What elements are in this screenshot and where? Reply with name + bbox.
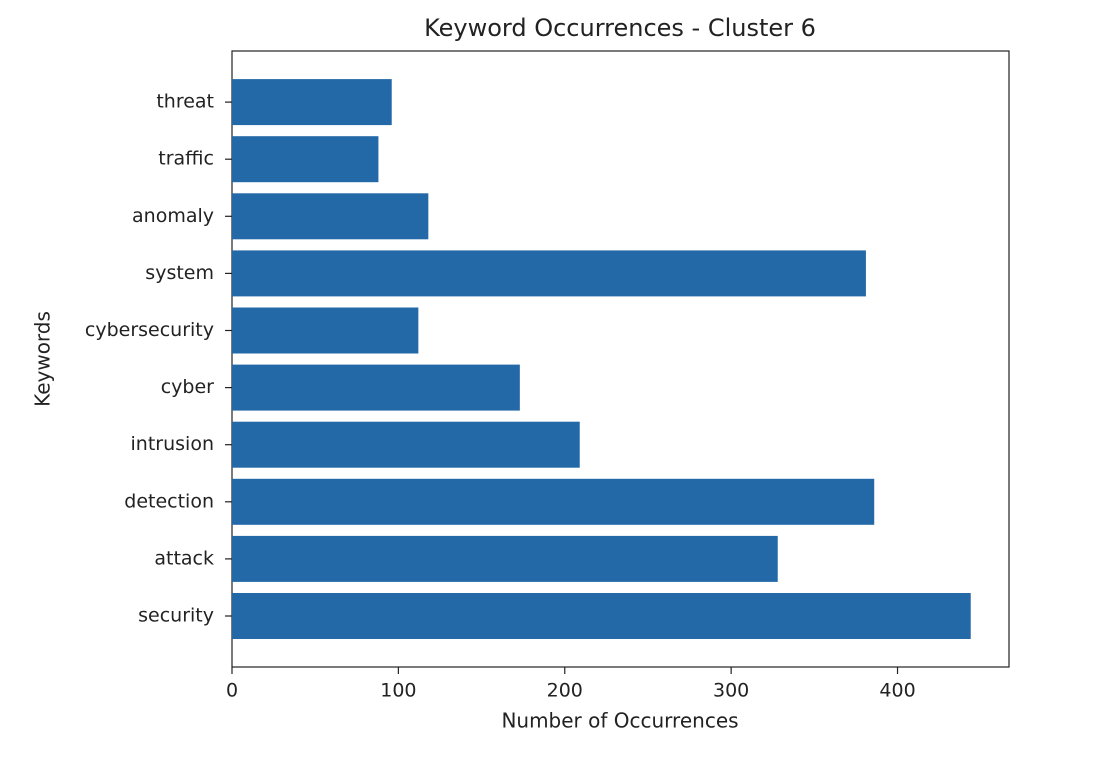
y-tick-label: anomaly: [132, 205, 214, 227]
y-tick-label: cybersecurity: [85, 319, 214, 341]
y-tick-label: security: [138, 605, 214, 627]
bar: [232, 193, 429, 240]
y-tick-label: detection: [124, 490, 214, 512]
y-tick-label: attack: [154, 547, 214, 569]
bar: [232, 535, 778, 582]
y-tick-label: threat: [156, 91, 214, 113]
bar: [232, 79, 392, 126]
y-axis-label: Keywords: [31, 311, 55, 407]
chart-title: Keyword Occurrences - Cluster 6: [424, 14, 816, 42]
bar: [232, 136, 379, 183]
bar: [232, 250, 866, 297]
y-tick-label: system: [145, 262, 214, 284]
bar: [232, 478, 875, 525]
x-tick-label: 0: [226, 680, 238, 702]
axes-frame: [231, 50, 1010, 668]
y-tick-label: traffic: [158, 148, 214, 170]
bar: [232, 593, 971, 639]
bar: [232, 307, 419, 354]
y-tick-label: cyber: [161, 376, 214, 398]
x-tick-label: 200: [547, 680, 583, 702]
bar: [232, 421, 580, 468]
x-axis-label: Number of Occurrences: [501, 709, 738, 733]
y-tick-label: intrusion: [131, 433, 214, 455]
bar: [232, 364, 520, 411]
x-tick-label: 400: [879, 680, 915, 702]
x-tick-label: 100: [380, 680, 416, 702]
x-tick-label: 300: [713, 680, 749, 702]
